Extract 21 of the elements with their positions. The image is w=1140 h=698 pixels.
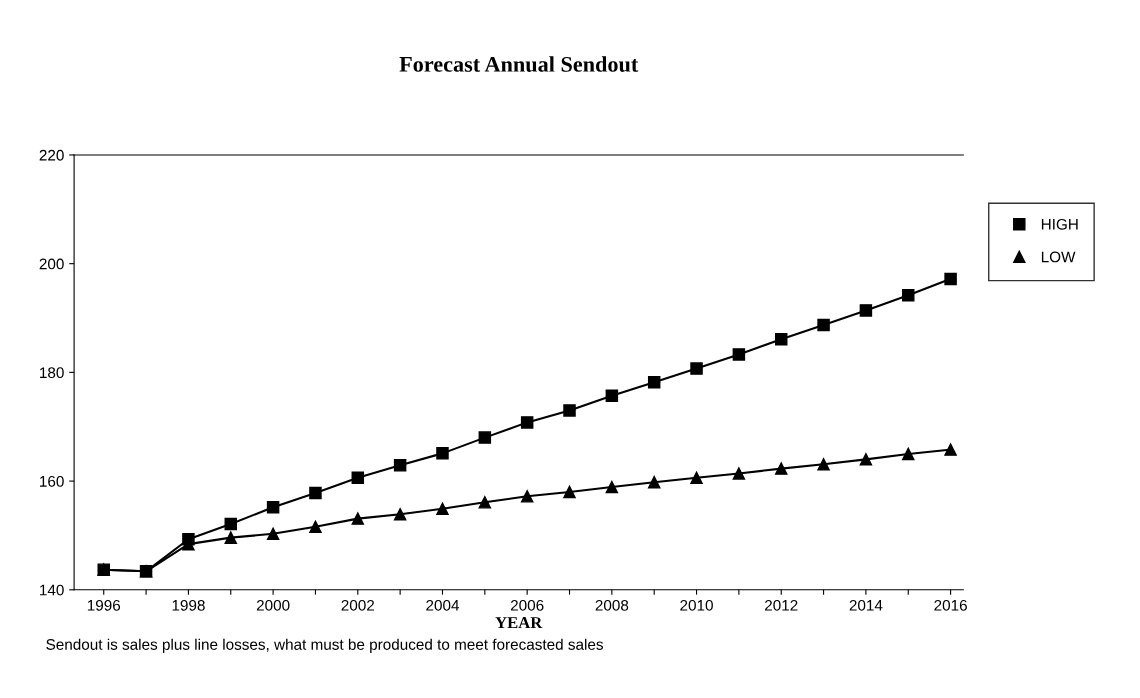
legend-label: HIGH	[1041, 218, 1078, 230]
x-tick-label: 1996	[87, 599, 121, 611]
x-tick-label: 2004	[426, 599, 460, 611]
x-tick-label: 2010	[680, 599, 713, 611]
y-tick-label: 160	[40, 475, 64, 487]
x-tick-label: 2008	[595, 599, 629, 611]
y-tick-label: 180	[40, 367, 64, 379]
y-tick-label: 220	[39, 149, 64, 161]
x-tick-label: 2014	[849, 599, 883, 611]
x-tick-label: 2016	[934, 599, 967, 611]
x-tick-label: 2000	[256, 599, 290, 611]
x-tick-label: 2002	[341, 599, 375, 611]
text: Sendout is sales plus line losses, what must be produced to meet forecasted sales	[46, 638, 603, 653]
x-tick-label: 1998	[172, 599, 205, 611]
x-tick-label: 2012	[765, 599, 798, 611]
y-tick-label: 140	[40, 584, 64, 596]
x-tick-label: 2006	[510, 599, 544, 611]
y-tick-label: 200	[39, 258, 64, 270]
legend-label: LOW	[1041, 251, 1076, 263]
chart-title: Forecast Annual Sendout	[399, 56, 639, 72]
x-axis-title: YEAR	[495, 617, 543, 629]
